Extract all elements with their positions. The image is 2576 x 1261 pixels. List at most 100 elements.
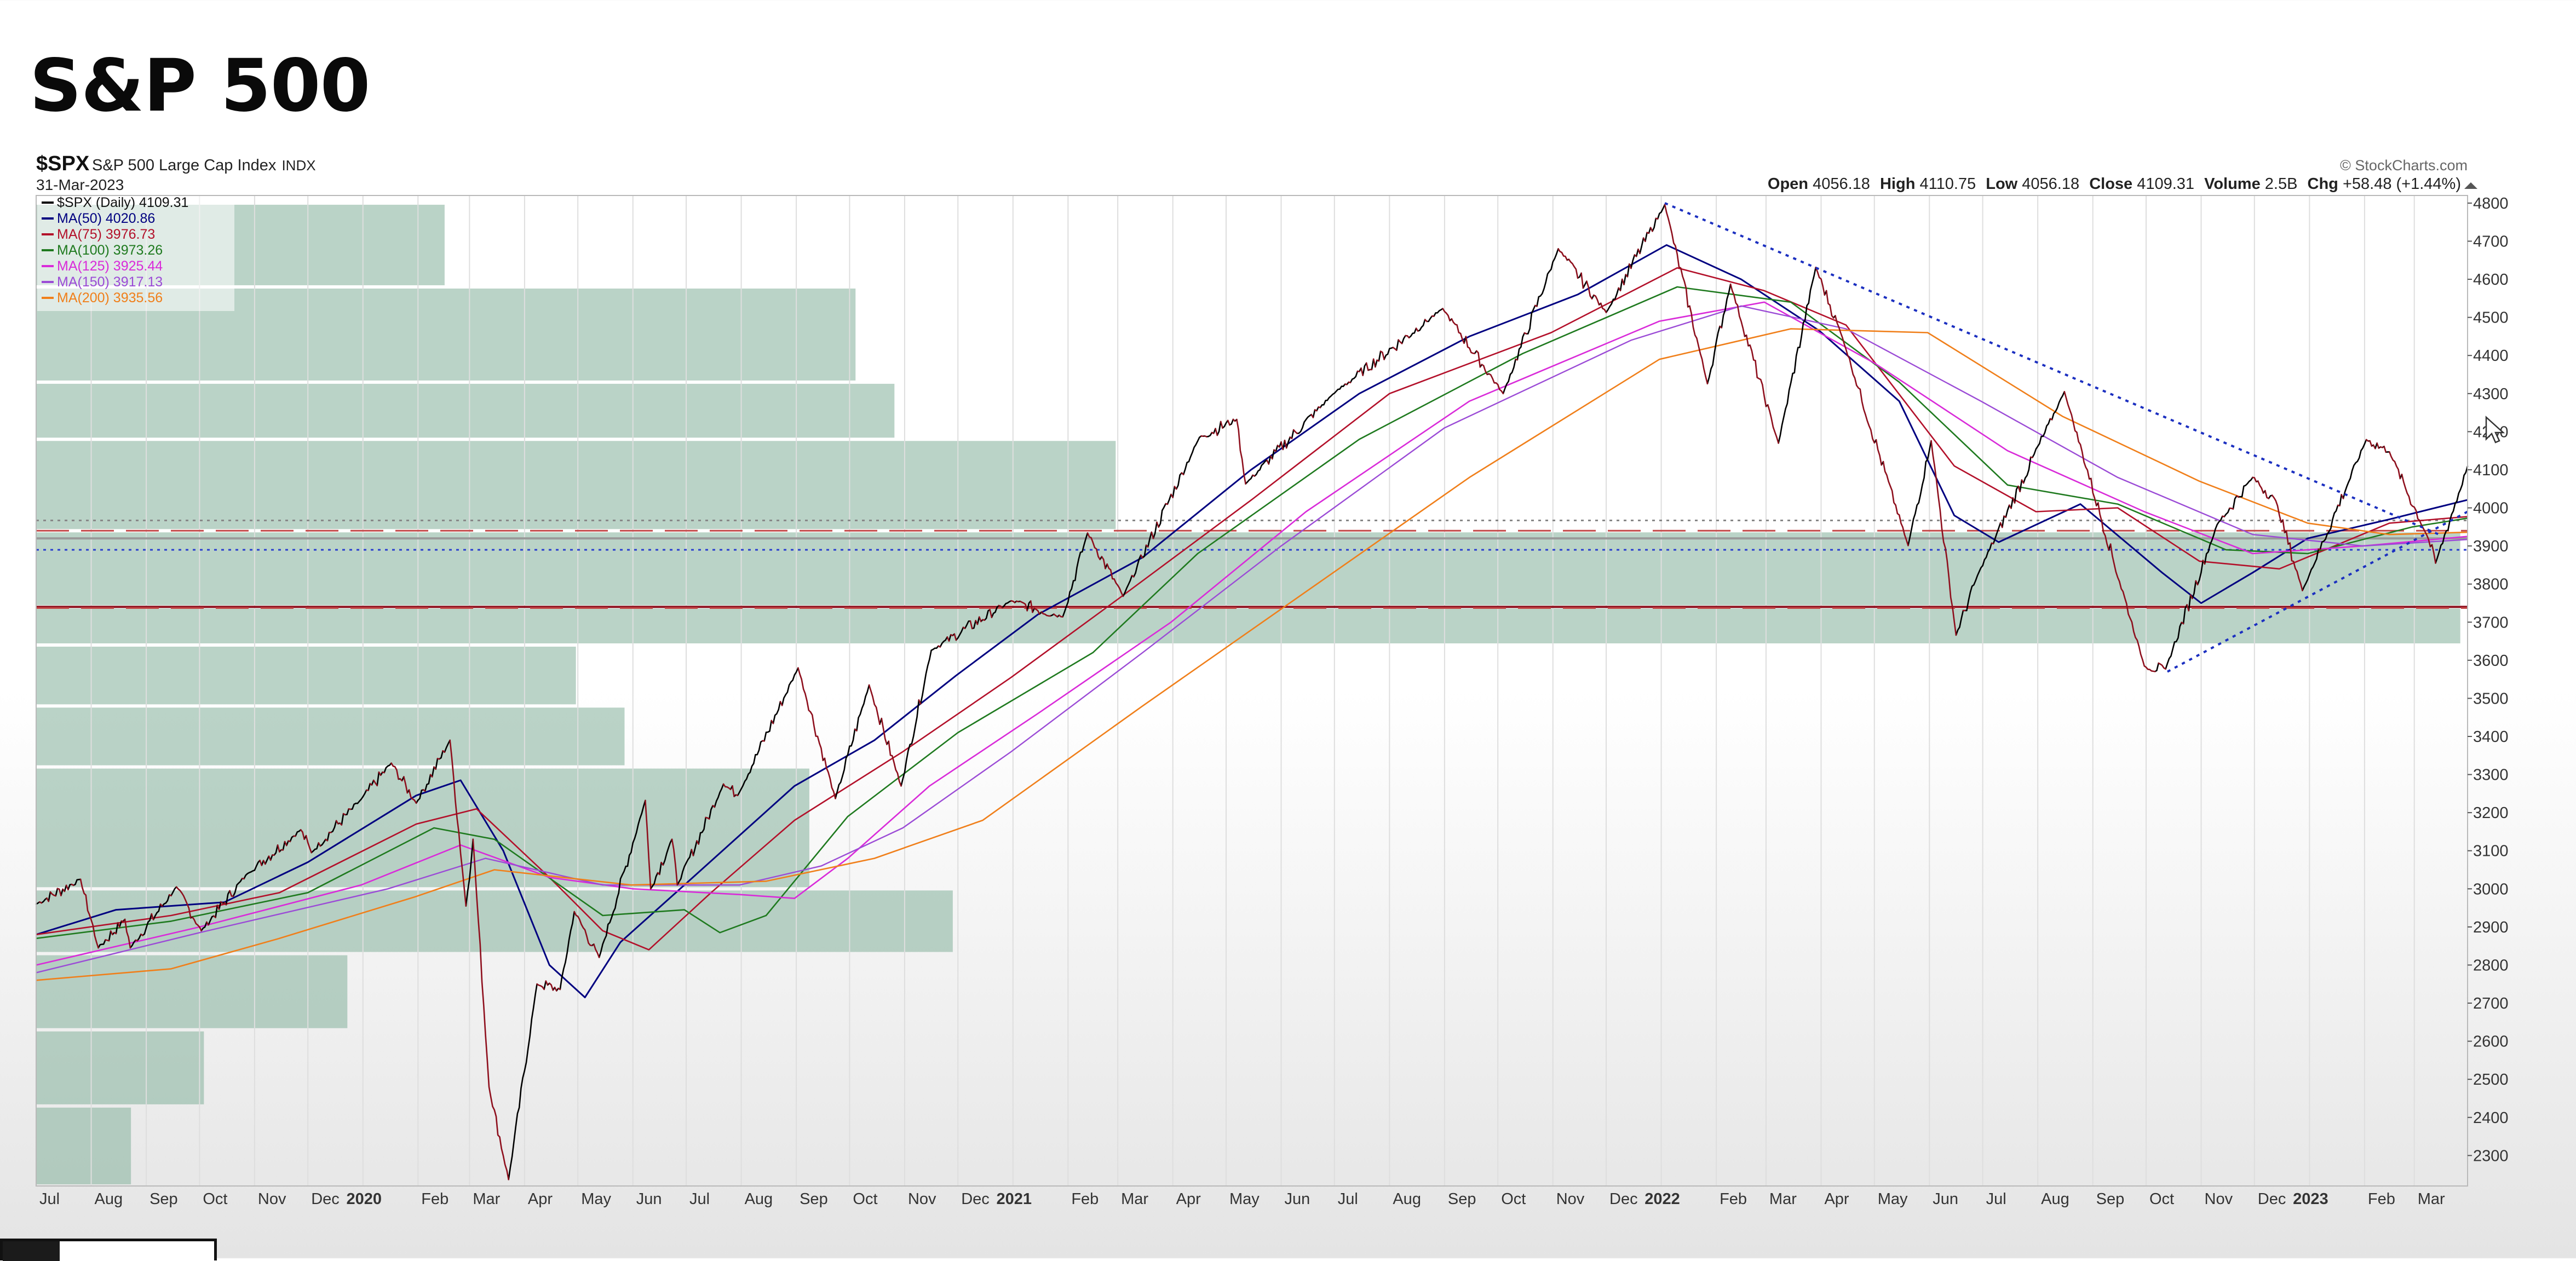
x-tick-label: Mar <box>473 1190 500 1208</box>
index-name: S&P 500 Large Cap Index INDX <box>92 157 316 174</box>
chart-header: $SPX S&P 500 Large Cap Index INDX 31-Mar-… <box>36 152 2477 193</box>
mouse-cursor-icon <box>2485 416 2505 444</box>
close-label: Close <box>2089 175 2132 193</box>
open-value: 4056.18 <box>1813 175 1870 193</box>
y-axis: 2300 2400 2500 2600 2700 2800 2900 3000 3100 3200… <box>2468 195 2509 1165</box>
x-tick-label: Apr <box>528 1190 553 1208</box>
x-tick-label: Oct <box>853 1190 877 1208</box>
series-ma-50- <box>36 244 2468 999</box>
legend-entry: MA(125) 3925.44 <box>57 258 163 274</box>
price-down-segments <box>39 204 2436 1181</box>
x-tick-label: Aug <box>95 1190 123 1208</box>
y-tick-label: 2400 <box>2473 1109 2509 1127</box>
chart-date: 31-Mar-2023 <box>36 176 124 193</box>
x-tick-label: Jul <box>1338 1190 1358 1208</box>
page-title: S&P 500 <box>30 44 370 128</box>
chg-label: Chg <box>2308 175 2338 193</box>
low-label: Low <box>1986 175 2017 193</box>
source-credit: © StockCharts.com <box>2340 157 2468 174</box>
y-tick-label: 4000 <box>2473 500 2509 517</box>
x-tick-label: Nov <box>1556 1190 1585 1208</box>
x-tick-label: Jun <box>1285 1190 1310 1208</box>
open-label: Open <box>1768 175 1808 193</box>
x-tick-label: Jul <box>689 1190 710 1208</box>
series-ma-100- <box>36 286 2468 940</box>
trendline <box>1664 202 2440 536</box>
volume-profile-bar <box>36 707 625 765</box>
x-tick-label: Sep <box>2096 1190 2125 1208</box>
y-tick-label: 4100 <box>2473 462 2509 479</box>
chg-value: +58.48 (+1.44%) <box>2343 175 2461 193</box>
y-tick-label: 2500 <box>2473 1071 2509 1089</box>
price-up-segments <box>35 204 2469 1181</box>
high-label: High <box>1880 175 1915 193</box>
y-tick-label: 4500 <box>2473 309 2509 327</box>
x-tick-label: 2020 <box>346 1190 382 1208</box>
x-tick-label: Oct <box>203 1190 227 1208</box>
x-tick-label: May <box>1229 1190 1260 1208</box>
y-tick-label: 2300 <box>2473 1147 2509 1165</box>
y-tick-label: 4700 <box>2473 233 2509 250</box>
x-tick-label: Dec <box>1609 1190 1638 1208</box>
y-tick-label: 4800 <box>2473 195 2509 212</box>
x-tick-label: Aug <box>2041 1190 2069 1208</box>
x-tick-label: Sep <box>150 1190 178 1208</box>
x-tick-label: Sep <box>1448 1190 1476 1208</box>
volume-profile-bar <box>36 1031 204 1104</box>
index-title: S&P 500 Large Cap Index <box>92 157 277 174</box>
volume-profile-bar <box>36 383 895 438</box>
y-tick-label: 4600 <box>2473 271 2509 289</box>
series-ma-125- <box>36 301 2468 966</box>
x-tick-label: Feb <box>1071 1190 1099 1208</box>
collapse-caret-icon[interactable] <box>2464 182 2477 189</box>
x-tick-label: Feb <box>1720 1190 1747 1208</box>
series-ma-150- <box>36 305 2468 974</box>
legend-entry: MA(100) 3973.26 <box>57 243 163 258</box>
x-tick-label: Feb <box>2368 1190 2395 1208</box>
x-tick-label: Mar <box>1121 1190 1148 1208</box>
x-tick-label: Jul <box>39 1190 60 1208</box>
y-tick-label: 3100 <box>2473 843 2509 860</box>
symbol: $SPX <box>36 152 90 175</box>
y-tick-label: 4300 <box>2473 385 2509 403</box>
series-lines <box>35 204 2469 1181</box>
trendlines <box>1664 202 2468 673</box>
x-tick-label: Nov <box>908 1190 936 1208</box>
x-tick-label: Jul <box>1986 1190 2006 1208</box>
y-tick-label: 3600 <box>2473 652 2509 670</box>
x-tick-label: Mar <box>1769 1190 1797 1208</box>
x-tick-label: 2022 <box>1645 1190 1680 1208</box>
volume-profile <box>36 204 2460 1184</box>
y-tick-label: 2700 <box>2473 995 2509 1012</box>
x-tick-label: Nov <box>258 1190 286 1208</box>
volume-profile-bar <box>36 532 2460 606</box>
x-tick-label: Apr <box>1176 1190 1201 1208</box>
y-tick-label: 2600 <box>2473 1033 2509 1051</box>
legend-entry: MA(150) 3917.13 <box>57 274 163 290</box>
x-tick-label: Dec <box>2258 1190 2286 1208</box>
x-tick-label: Dec <box>311 1190 340 1208</box>
y-tick-label: 3000 <box>2473 880 2509 898</box>
x-tick-label: 2023 <box>2293 1190 2328 1208</box>
x-axis: Jul Aug Sep Oct Nov Dec 2020 Feb Mar Apr May Jun Jul… <box>39 1190 2445 1208</box>
thumbnail-tab <box>3 1241 60 1261</box>
x-tick-label: Nov <box>2205 1190 2233 1208</box>
series-ma-75- <box>36 267 2468 951</box>
high-value: 4110.75 <box>1919 175 1976 193</box>
x-tick-label: May <box>581 1190 611 1208</box>
y-tick-label: 2800 <box>2473 957 2509 974</box>
close-value: 4109.31 <box>2137 175 2194 193</box>
x-tick-label: Dec <box>961 1190 990 1208</box>
x-tick-label: Oct <box>2149 1190 2174 1208</box>
x-tick-label: Aug <box>1393 1190 1421 1208</box>
x-tick-label: Aug <box>745 1190 773 1208</box>
y-tick-label: 3300 <box>2473 767 2509 784</box>
series-ma-200- <box>36 328 2468 981</box>
horizontal-levels <box>36 519 2468 609</box>
y-tick-label: 3400 <box>2473 728 2509 746</box>
series-spx <box>35 204 2469 1181</box>
x-tick-label: Feb <box>421 1190 449 1208</box>
x-tick-label: May <box>1878 1190 1908 1208</box>
legend-entry: $SPX (Daily) 4109.31 <box>57 195 188 210</box>
